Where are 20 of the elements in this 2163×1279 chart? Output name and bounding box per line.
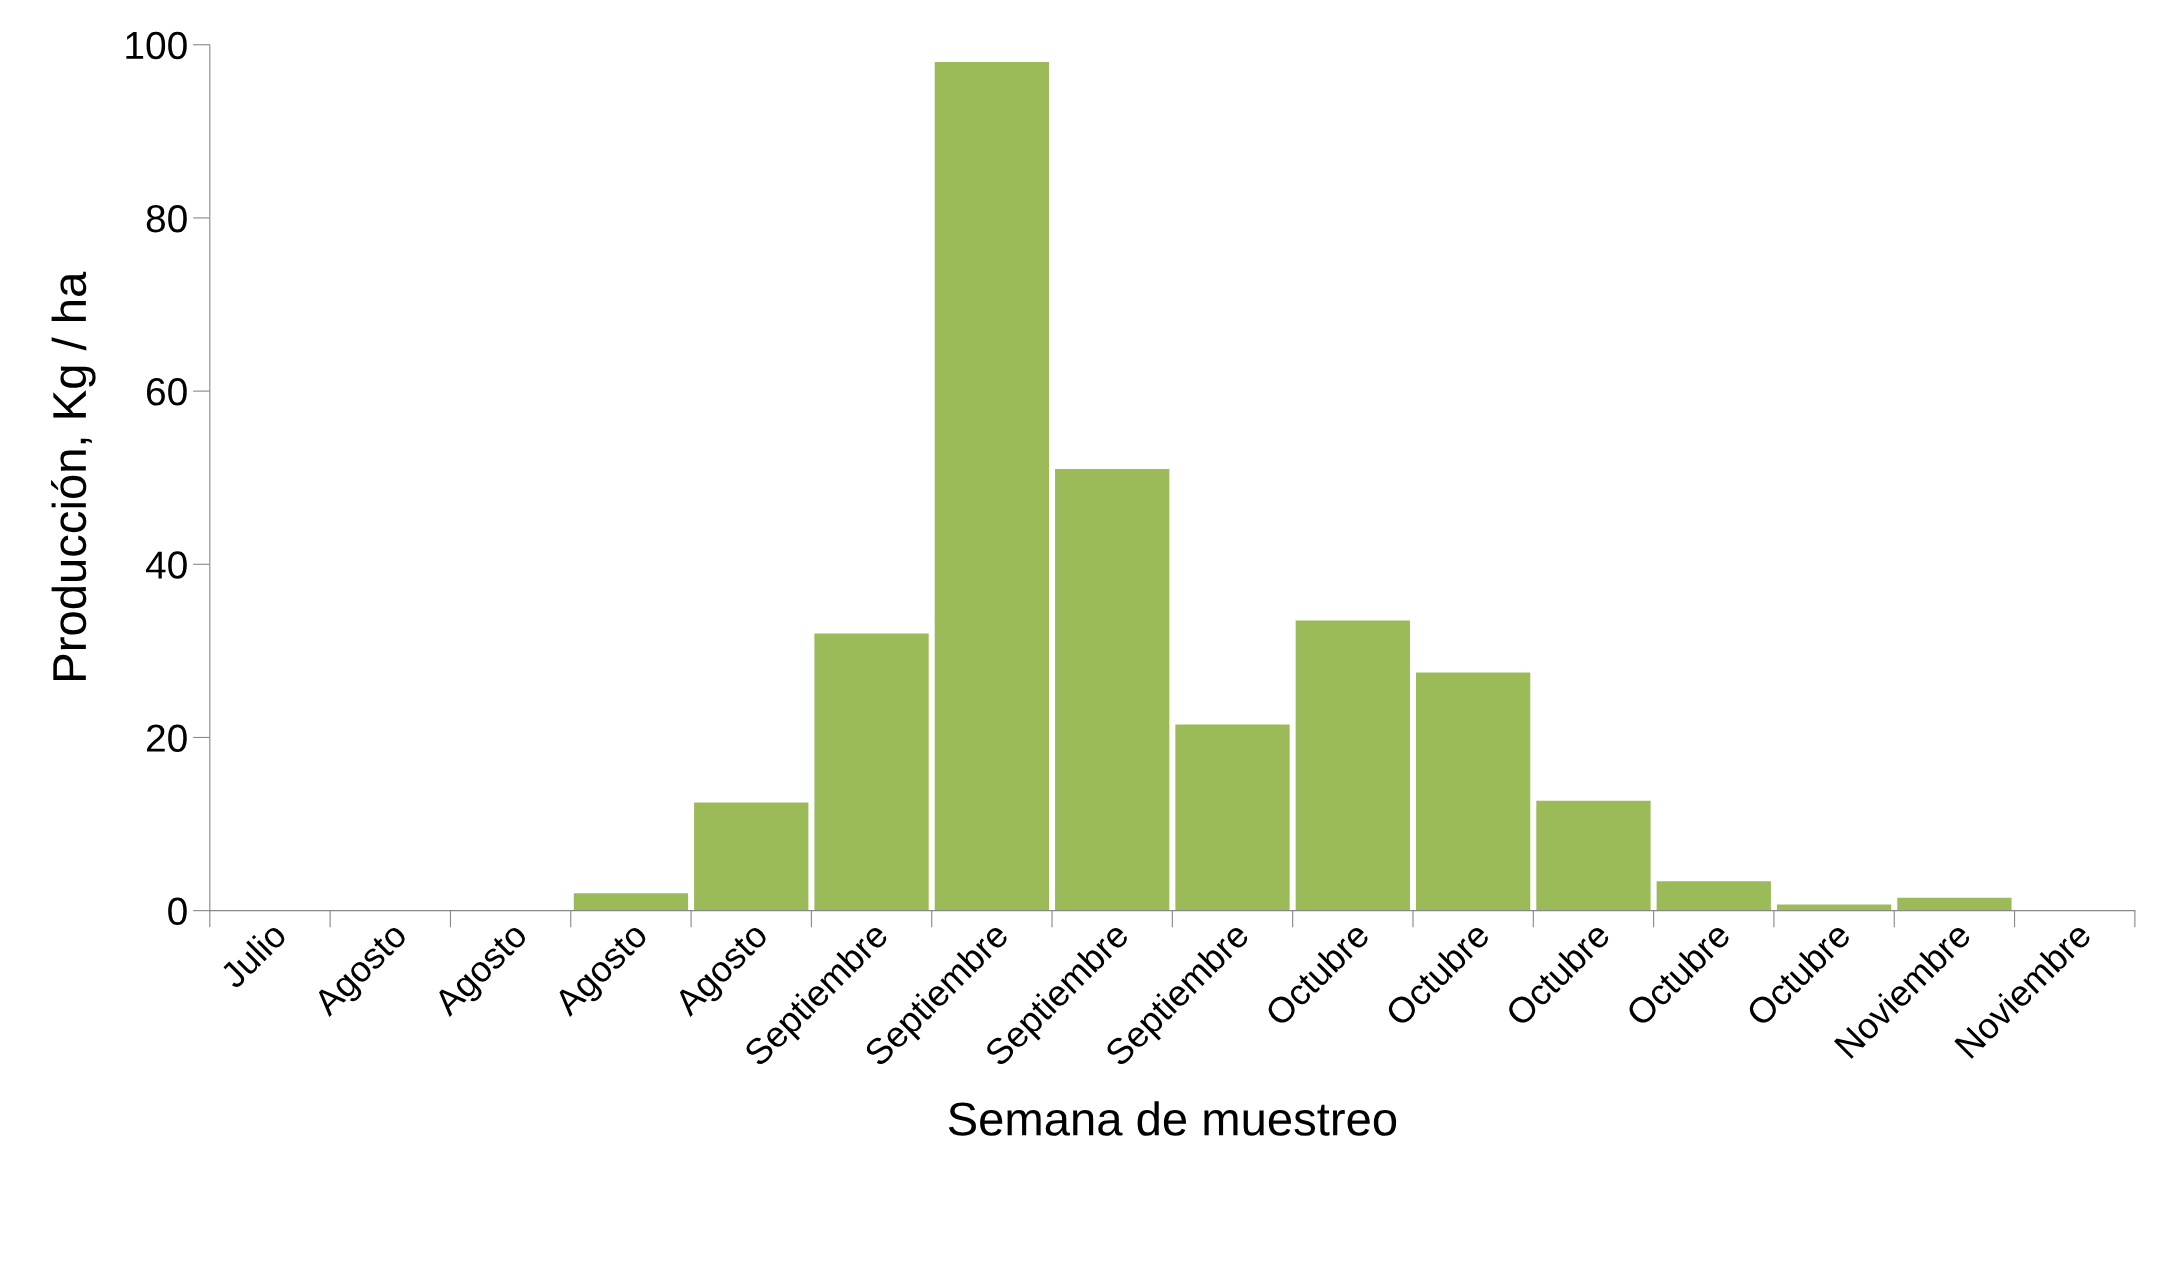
bar	[1656, 881, 1771, 911]
bar	[1536, 800, 1651, 911]
y-tick-label: 40	[145, 551, 187, 579]
x-axis-title: Semana de muestreo	[948, 1101, 1397, 1136]
y-tick-label: 20	[146, 724, 187, 752]
bar	[1897, 897, 2012, 911]
bar	[1415, 672, 1531, 911]
y-tick-label: 0	[168, 897, 187, 926]
bar	[1175, 724, 1290, 911]
y-tick-label: 100	[126, 31, 187, 60]
bar	[814, 633, 929, 911]
x-tick-label: Julio	[217, 920, 288, 990]
y-tick-label: 80	[146, 204, 187, 233]
y-tick-label: 60	[147, 378, 187, 406]
bar	[1055, 469, 1170, 911]
bar	[1295, 620, 1410, 911]
bar	[573, 893, 689, 911]
bar	[934, 62, 1050, 911]
bar	[694, 802, 809, 911]
y-axis-title: Producción, Kg / ha	[51, 271, 96, 680]
